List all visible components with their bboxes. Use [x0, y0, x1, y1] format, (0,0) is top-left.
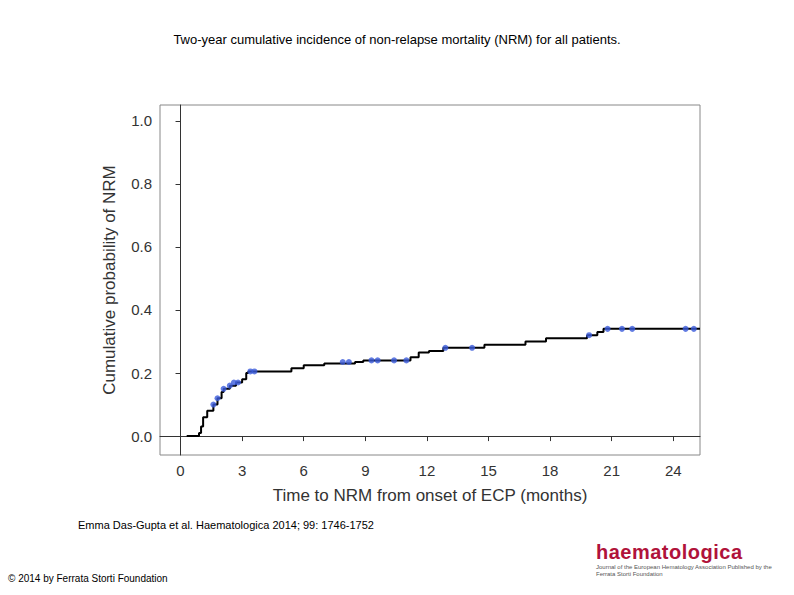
svg-text:0.0: 0.0: [131, 428, 152, 445]
html-text:haematologica: haematologica: [596, 541, 743, 563]
svg-text:9: 9: [361, 462, 369, 479]
svg-text:0: 0: [176, 462, 184, 479]
html-text:© 2014 by Ferrata Storti Found: © 2014 by Ferrata Storti Foundation: [8, 573, 168, 584]
svg-text:Time to NRM from onset of ECP: Time to NRM from onset of ECP (months): [273, 486, 588, 505]
svg-text:15: 15: [480, 462, 497, 479]
svg-text:0.2: 0.2: [131, 365, 152, 382]
svg-text:0.8: 0.8: [131, 175, 152, 192]
svg-text:0.4: 0.4: [131, 301, 152, 318]
html-text:Two-year cumulative incidence: Two-year cumulative incidence of non-rel…: [173, 32, 621, 47]
svg-text:Cumulative probability of NRM: Cumulative probability of NRM: [100, 165, 119, 395]
svg-text:0.6: 0.6: [131, 238, 152, 255]
svg-text:24: 24: [665, 462, 682, 479]
html-text:Journal of the European Hemato: Journal of the European Hematology Assoc…: [596, 564, 772, 577]
svg-text:1.0: 1.0: [131, 112, 152, 129]
svg-text:18: 18: [542, 462, 559, 479]
html-text:Emma Das-Gupta et al. Haematol: Emma Das-Gupta et al. Haematologica 2014…: [78, 519, 374, 531]
svg-text:6: 6: [300, 462, 308, 479]
svg-text:3: 3: [238, 462, 246, 479]
svg-text:12: 12: [419, 462, 436, 479]
svg-text:21: 21: [603, 462, 620, 479]
